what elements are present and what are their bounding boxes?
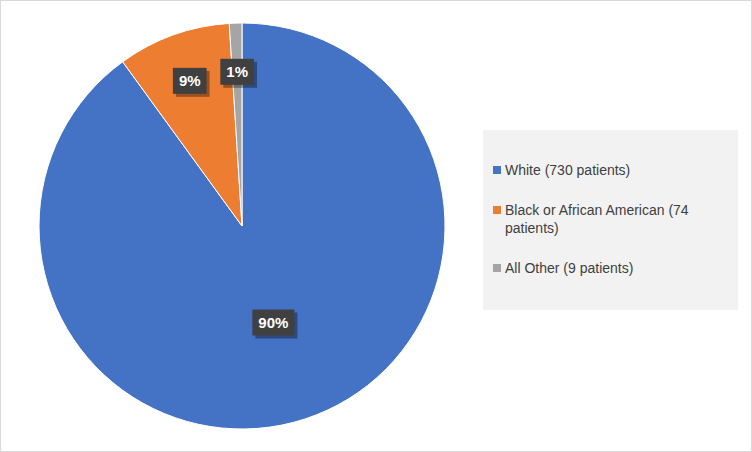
data-label-text: 1% [226,63,248,80]
legend-box [483,130,738,310]
data-label: 1% [220,59,257,88]
legend-label: All Other (9 patients) [505,260,633,276]
data-label-text: 90% [258,314,288,331]
legend-swatch [493,206,501,214]
data-label-box [252,310,294,336]
chart-frame [1,1,752,452]
legend-label: Black or African American (74patients) [505,202,689,236]
legend: White (730 patients) Black or African Ame… [483,130,738,310]
pie: 90% 9% 1% [39,23,445,429]
data-label-box [220,59,254,85]
data-label: 90% [252,310,297,339]
data-label-box [173,68,207,94]
data-label: 9% [173,68,210,97]
pie-slice [123,23,242,226]
pie-slice [229,23,242,226]
chart: 90% 9% 1% White (730 patients) Black or Afri… [0,0,752,452]
legend-label: White (730 patients) [505,162,630,178]
data-labels: 90% 9% 1% [173,59,297,339]
data-label-text: 9% [179,72,201,89]
legend-swatch [493,166,501,174]
pie-slice [39,23,445,429]
legend-swatch [493,264,501,272]
